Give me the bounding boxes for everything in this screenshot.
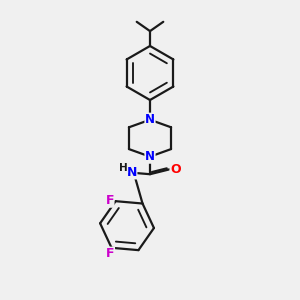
Text: N: N <box>145 150 155 163</box>
Text: F: F <box>106 247 114 260</box>
Text: H: H <box>119 163 128 173</box>
Text: N: N <box>145 113 155 126</box>
Text: O: O <box>170 163 181 176</box>
Text: F: F <box>105 194 114 207</box>
Text: N: N <box>126 166 137 179</box>
